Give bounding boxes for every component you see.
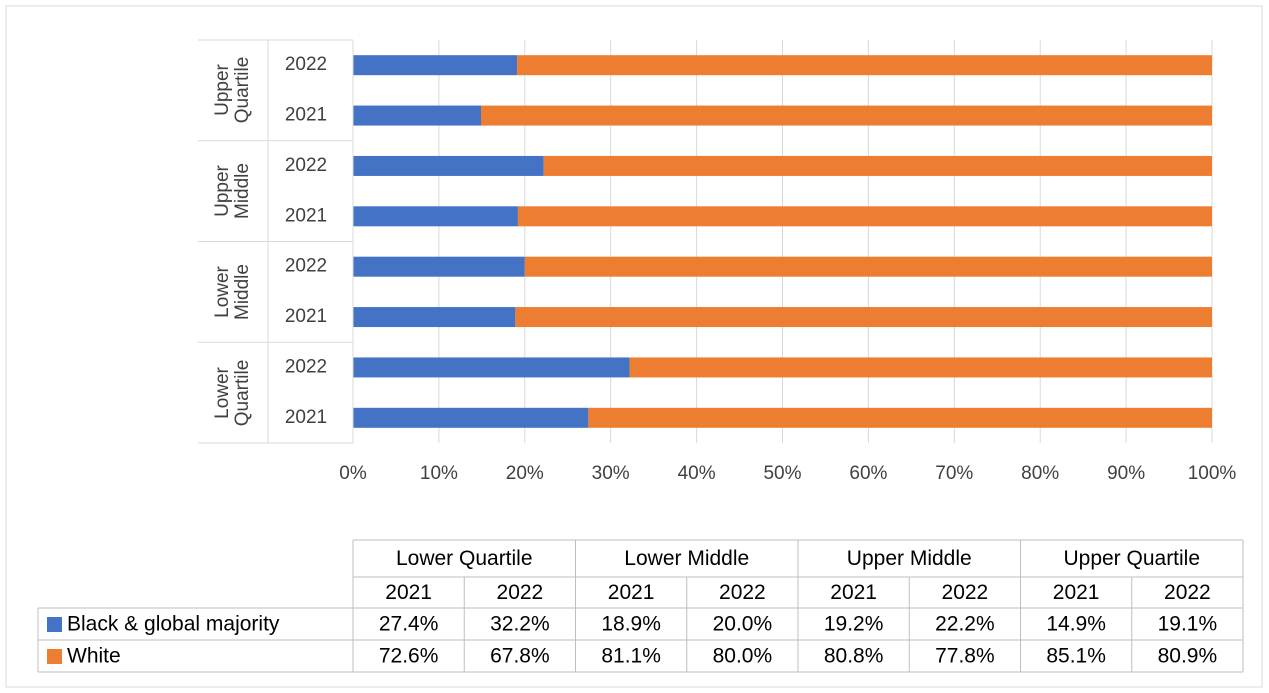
bar [353, 357, 630, 378]
table-year: 2021 [1053, 581, 1100, 604]
table-value: 27.4% [379, 613, 439, 636]
legend-swatch [47, 649, 62, 664]
table-group: Lower Middle [624, 547, 749, 570]
data-table: Lower Quartile Lower Middle Upper Middle Up… [37, 539, 1244, 673]
x-tick-label: 70% [935, 463, 973, 484]
table-value: 81.1% [601, 645, 661, 668]
x-tick-label: 60% [849, 463, 887, 484]
table-value: 22.2% [935, 613, 995, 636]
bar [353, 105, 481, 126]
legend-label: Black & global majority [67, 613, 280, 636]
x-tick-label: 10% [420, 463, 458, 484]
y-tick-label: 2022 [285, 256, 327, 277]
table-year: 2022 [719, 581, 766, 604]
y-tick-label: 2021 [285, 306, 327, 327]
table-year: 2021 [385, 581, 432, 604]
bar [353, 407, 589, 428]
table-year: 2021 [608, 581, 655, 604]
table-value: 19.1% [1158, 613, 1218, 636]
table-value: 85.1% [1046, 645, 1106, 668]
table-group: Upper Middle [847, 547, 972, 570]
table-year: 2022 [942, 581, 989, 604]
table-value: 32.2% [490, 613, 550, 636]
y-tick-label: 2022 [285, 356, 327, 377]
table-year: 2022 [497, 581, 544, 604]
table-value: 67.8% [490, 645, 550, 668]
table-value: 77.8% [935, 645, 995, 668]
legend-swatch [47, 617, 62, 632]
y-tick-label: 2022 [285, 155, 327, 176]
bar [517, 55, 1212, 76]
bar [353, 256, 525, 277]
table-group: Lower Quartile [396, 547, 533, 570]
y-tick-label: 2021 [285, 407, 327, 428]
x-tick-label: 30% [592, 463, 630, 484]
legend-label: White [67, 645, 121, 668]
table-value: 18.9% [601, 613, 661, 636]
table-value: 80.0% [713, 645, 773, 668]
y-tick-label: 2022 [285, 54, 327, 75]
group-label: Upper Quartile [212, 57, 253, 124]
x-tick-label: 80% [1021, 463, 1059, 484]
x-tick-label: 40% [678, 463, 716, 484]
x-tick-label: 90% [1107, 463, 1145, 484]
y-tick-label: 2021 [285, 105, 327, 126]
y-tick-label: 2021 [285, 205, 327, 226]
group-label: Upper Middle [212, 163, 253, 220]
x-tick-label: 0% [339, 463, 367, 484]
bar [588, 407, 1212, 428]
bar [353, 55, 518, 76]
group-label: Lower Quartile [212, 359, 253, 426]
table-group: Upper Quartile [1063, 547, 1200, 570]
bar [517, 206, 1212, 227]
table-value: 14.9% [1046, 613, 1106, 636]
bar [629, 357, 1212, 378]
table-value: 20.0% [713, 613, 773, 636]
bar [353, 155, 544, 176]
bar [515, 307, 1212, 328]
group-label: Lower Middle [212, 263, 253, 320]
bar [353, 206, 518, 227]
bar [524, 256, 1212, 277]
table-year: 2021 [830, 581, 877, 604]
table-value: 80.8% [824, 645, 884, 668]
x-tick-label: 50% [763, 463, 801, 484]
bar [480, 105, 1213, 126]
x-tick-label: 100% [1188, 463, 1237, 484]
table-value: 72.6% [379, 645, 439, 668]
table-value: 80.9% [1158, 645, 1218, 668]
bar [353, 307, 516, 328]
table-year: 2022 [1164, 581, 1211, 604]
table-value: 19.2% [824, 613, 884, 636]
bar [543, 155, 1212, 176]
x-tick-label: 20% [506, 463, 544, 484]
